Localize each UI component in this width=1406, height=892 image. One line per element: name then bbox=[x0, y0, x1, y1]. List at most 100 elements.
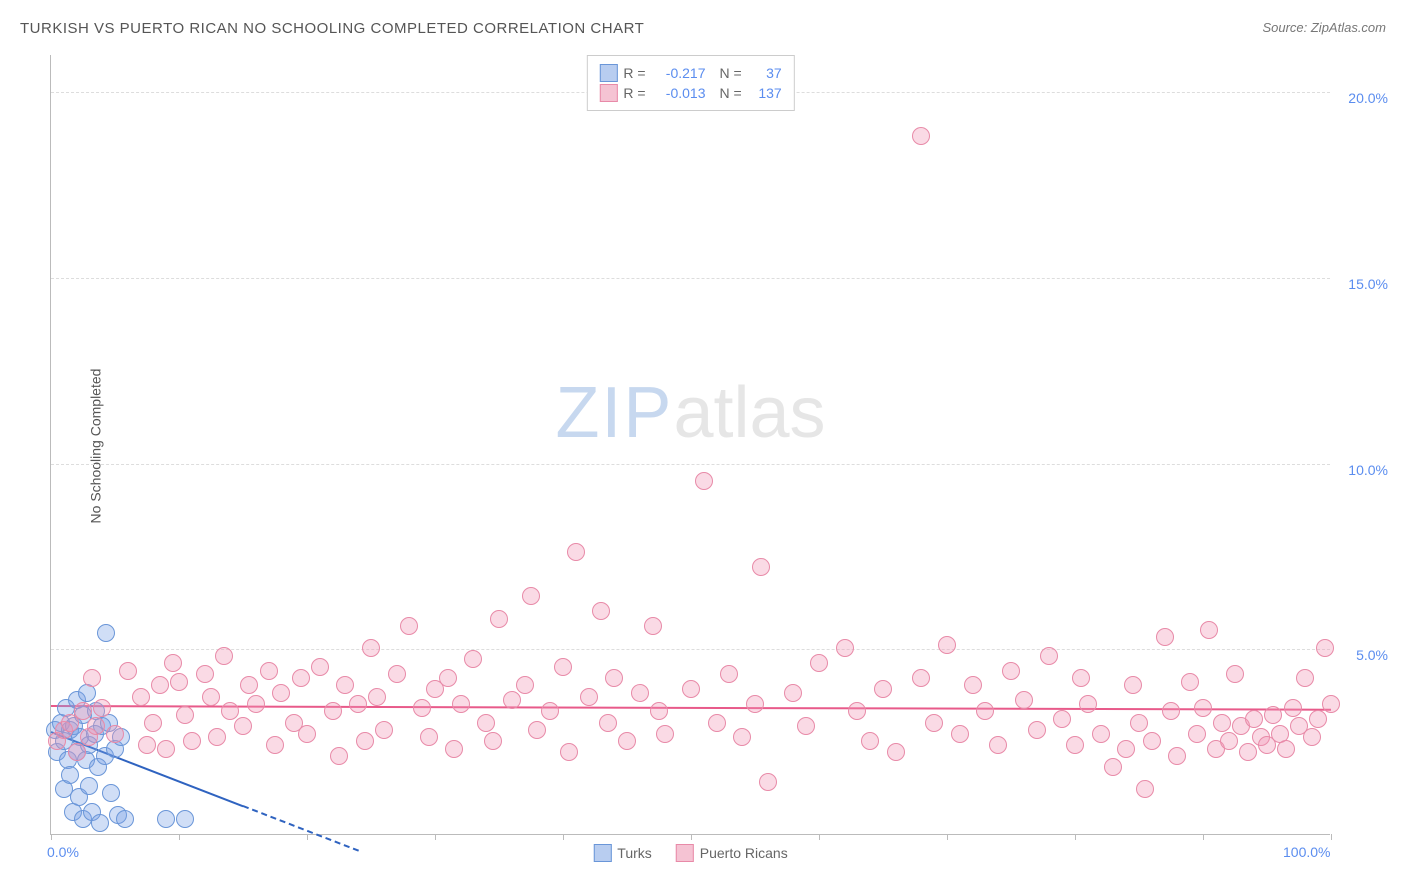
series-legend-item: Turks bbox=[593, 844, 651, 862]
data-point bbox=[1213, 714, 1231, 732]
x-tick-mark bbox=[1075, 834, 1076, 840]
data-point bbox=[1316, 639, 1334, 657]
data-point bbox=[1309, 710, 1327, 728]
data-point bbox=[420, 728, 438, 746]
data-point bbox=[413, 699, 431, 717]
x-tick-label: 0.0% bbox=[47, 844, 79, 860]
data-point bbox=[176, 706, 194, 724]
data-point bbox=[208, 728, 226, 746]
data-point bbox=[1296, 669, 1314, 687]
data-point bbox=[1040, 647, 1058, 665]
data-point bbox=[196, 665, 214, 683]
data-point bbox=[388, 665, 406, 683]
gridline bbox=[51, 464, 1330, 465]
data-point bbox=[119, 662, 137, 680]
data-point bbox=[221, 702, 239, 720]
data-point bbox=[1322, 695, 1340, 713]
r-value: -0.217 bbox=[652, 65, 706, 81]
data-point bbox=[631, 684, 649, 702]
data-point bbox=[541, 702, 559, 720]
data-point bbox=[580, 688, 598, 706]
watermark-logo: ZIPatlas bbox=[555, 372, 825, 454]
n-value: 137 bbox=[748, 85, 782, 101]
data-point bbox=[964, 676, 982, 694]
data-point bbox=[330, 747, 348, 765]
y-tick-label: 15.0% bbox=[1348, 276, 1388, 292]
data-point bbox=[477, 714, 495, 732]
data-point bbox=[93, 699, 111, 717]
data-point bbox=[938, 636, 956, 654]
gridline bbox=[51, 278, 1330, 279]
n-label: N = bbox=[720, 65, 742, 81]
data-point bbox=[80, 777, 98, 795]
data-point bbox=[682, 680, 700, 698]
x-tick-mark bbox=[307, 834, 308, 840]
data-point bbox=[61, 766, 79, 784]
legend-swatch bbox=[676, 844, 694, 862]
data-point bbox=[708, 714, 726, 732]
data-point bbox=[618, 732, 636, 750]
y-tick-label: 10.0% bbox=[1348, 462, 1388, 478]
data-point bbox=[164, 654, 182, 672]
x-tick-mark bbox=[1331, 834, 1332, 840]
data-point bbox=[887, 743, 905, 761]
data-point bbox=[784, 684, 802, 702]
data-point bbox=[1264, 706, 1282, 724]
data-point bbox=[368, 688, 386, 706]
data-point bbox=[912, 127, 930, 145]
data-point bbox=[260, 662, 278, 680]
data-point bbox=[1092, 725, 1110, 743]
r-value: -0.013 bbox=[652, 85, 706, 101]
data-point bbox=[1226, 665, 1244, 683]
data-point bbox=[1028, 721, 1046, 739]
data-point bbox=[746, 695, 764, 713]
data-point bbox=[976, 702, 994, 720]
data-point bbox=[925, 714, 943, 732]
data-point bbox=[1303, 728, 1321, 746]
data-point bbox=[797, 717, 815, 735]
data-point bbox=[138, 736, 156, 754]
data-point bbox=[1284, 699, 1302, 717]
data-point bbox=[874, 680, 892, 698]
y-tick-label: 20.0% bbox=[1348, 90, 1388, 106]
data-point bbox=[1117, 740, 1135, 758]
data-point bbox=[234, 717, 252, 735]
series-legend-item: Puerto Ricans bbox=[676, 844, 788, 862]
data-point bbox=[516, 676, 534, 694]
series-name: Turks bbox=[617, 845, 651, 861]
data-point bbox=[375, 721, 393, 739]
data-point bbox=[452, 695, 470, 713]
data-point bbox=[97, 624, 115, 642]
data-point bbox=[720, 665, 738, 683]
data-point bbox=[650, 702, 668, 720]
data-point bbox=[336, 676, 354, 694]
data-point bbox=[1072, 669, 1090, 687]
data-point bbox=[1200, 621, 1218, 639]
data-point bbox=[1277, 740, 1295, 758]
data-point bbox=[1053, 710, 1071, 728]
data-point bbox=[1066, 736, 1084, 754]
data-point bbox=[83, 669, 101, 687]
data-point bbox=[1143, 732, 1161, 750]
data-point bbox=[912, 669, 930, 687]
data-point bbox=[1156, 628, 1174, 646]
data-point bbox=[292, 669, 310, 687]
data-point bbox=[170, 673, 188, 691]
data-point bbox=[599, 714, 617, 732]
data-point bbox=[752, 558, 770, 576]
n-value: 37 bbox=[748, 65, 782, 81]
data-point bbox=[560, 743, 578, 761]
source-prefix: Source: bbox=[1262, 20, 1310, 35]
x-tick-mark bbox=[435, 834, 436, 840]
data-point bbox=[1079, 695, 1097, 713]
watermark-part2: atlas bbox=[673, 373, 825, 453]
data-point bbox=[528, 721, 546, 739]
data-point bbox=[151, 676, 169, 694]
data-point bbox=[1239, 743, 1257, 761]
data-point bbox=[733, 728, 751, 746]
data-point bbox=[176, 810, 194, 828]
data-point bbox=[272, 684, 290, 702]
data-point bbox=[605, 669, 623, 687]
legend-swatch bbox=[599, 84, 617, 102]
data-point bbox=[522, 587, 540, 605]
